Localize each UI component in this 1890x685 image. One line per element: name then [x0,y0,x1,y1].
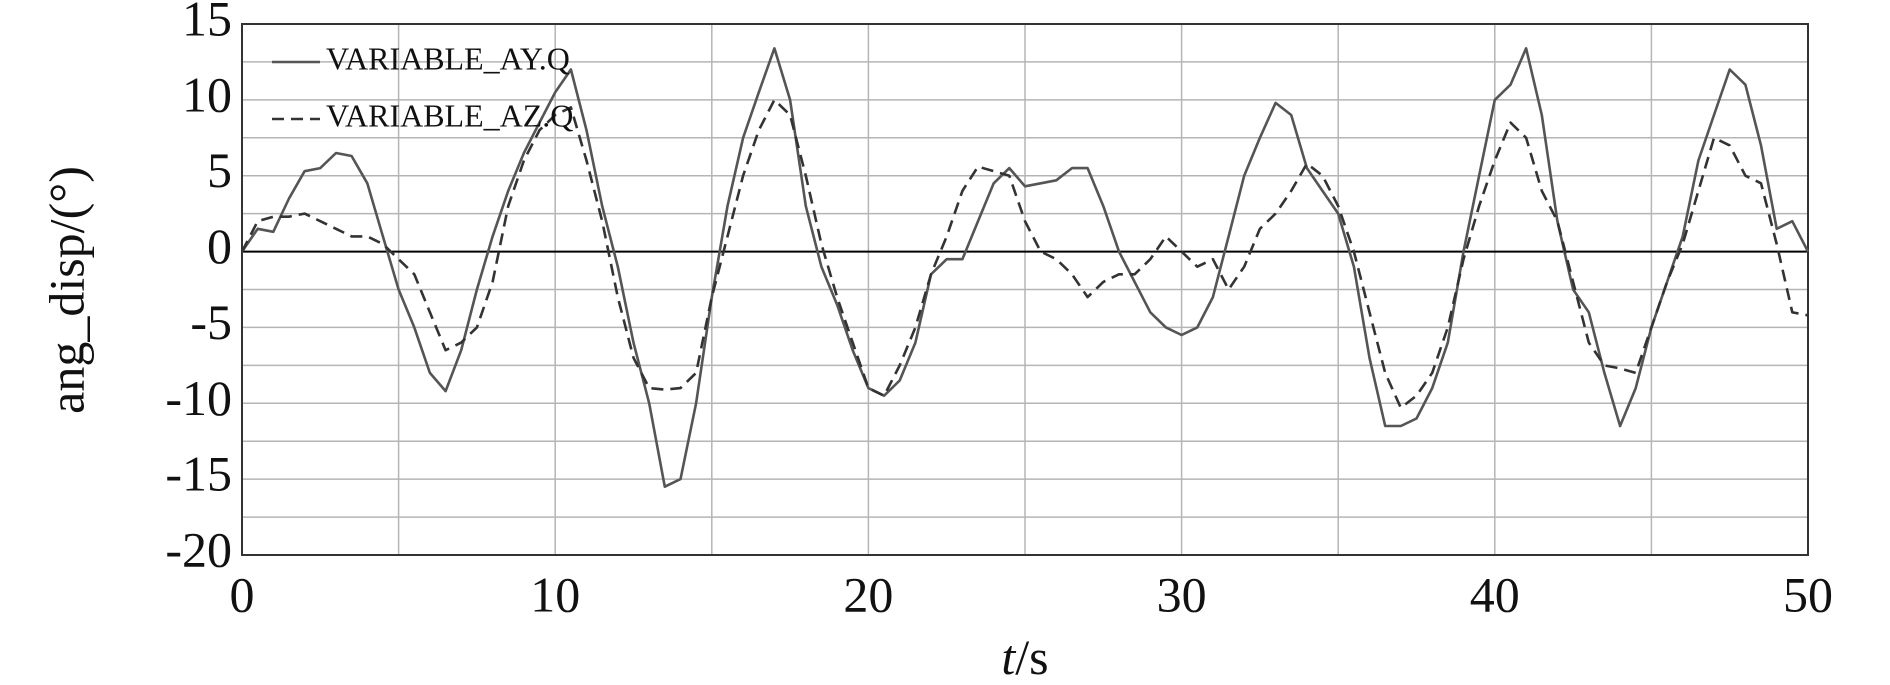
x-tick-label: 20 [843,566,893,622]
series-line [240,98,1809,410]
legend-label: VARIABLE_AY.Q [326,40,570,76]
y-tick-label: 5 [207,142,232,198]
x-tick-label: 40 [1470,566,1520,622]
y-axis-label: ang_disp/(°) [38,166,94,414]
y-tick-label: 15 [182,0,232,46]
y-tick-label: 0 [207,218,232,274]
x-label-unit: /s [1015,629,1048,685]
x-tick-label: 30 [1157,566,1207,622]
y-tick-label: 10 [182,66,232,122]
x-tick-label: 0 [230,566,255,622]
y-tick-label: -5 [190,294,232,350]
legend-label: VARIABLE_AZ.Q [326,97,573,133]
y-tick-label: -10 [165,370,232,426]
x-tick-label: 50 [1783,566,1833,622]
y-tick-label: -15 [165,446,232,502]
series-line [240,47,1810,488]
plot-frame [241,23,1809,556]
x-tick-label: 10 [530,566,580,622]
x-label-symbol: t [1001,629,1016,685]
y-tick-label: -20 [165,521,232,577]
x-axis-label: t/s [1001,629,1048,685]
